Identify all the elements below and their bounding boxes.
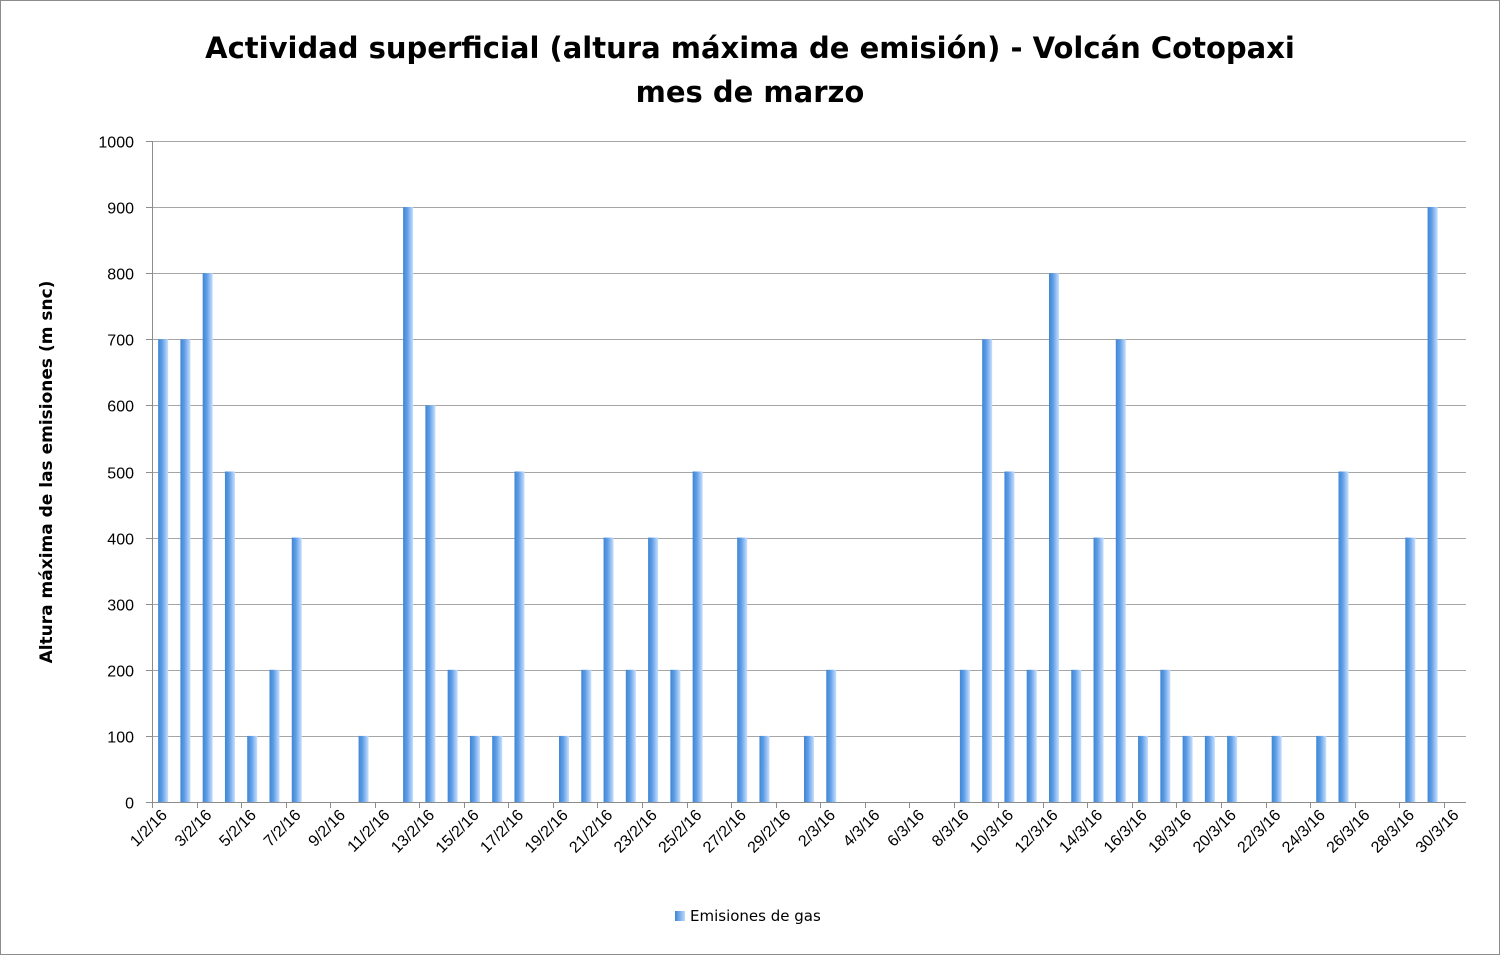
x-tick-label: 29/2/16 bbox=[745, 807, 795, 857]
x-tick-label: 21/2/16 bbox=[566, 807, 616, 857]
x-tick-label: 17/2/16 bbox=[477, 807, 527, 857]
y-tick-label: 700 bbox=[107, 333, 134, 350]
bar bbox=[803, 735, 815, 802]
bar bbox=[737, 537, 748, 802]
bars bbox=[158, 207, 1438, 803]
x-tick-label: 25/2/16 bbox=[656, 807, 706, 857]
bar bbox=[759, 735, 770, 802]
bar bbox=[1427, 207, 1438, 803]
bar bbox=[202, 273, 213, 802]
x-tick-label: 3/2/16 bbox=[172, 807, 216, 851]
y-tick-label: 1000 bbox=[98, 135, 134, 152]
bar bbox=[1405, 537, 1416, 802]
x-tick-label: 11/2/16 bbox=[345, 807, 394, 856]
x-tick-label: 22/3/16 bbox=[1235, 807, 1285, 857]
bar bbox=[269, 669, 280, 802]
x-tick-label: 18/3/16 bbox=[1146, 807, 1196, 857]
axes bbox=[146, 141, 1466, 808]
x-tick-label: 4/3/16 bbox=[840, 807, 884, 851]
bar bbox=[224, 471, 235, 802]
bar bbox=[358, 735, 369, 802]
chart-title-line2: mes de marzo bbox=[635, 75, 865, 109]
y-tick-label: 100 bbox=[107, 730, 134, 747]
y-tick-label: 800 bbox=[107, 267, 134, 284]
x-tick-label: 5/2/16 bbox=[216, 807, 260, 851]
bar bbox=[1004, 471, 1015, 802]
bar bbox=[1160, 669, 1171, 802]
bar bbox=[1026, 669, 1037, 802]
y-tick-label: 600 bbox=[107, 399, 134, 416]
x-tick-label: 1/2/16 bbox=[127, 807, 171, 851]
x-tick-label: 14/3/16 bbox=[1056, 807, 1106, 857]
bar bbox=[158, 339, 169, 802]
x-tick-label: 12/3/16 bbox=[1012, 807, 1062, 857]
bar bbox=[447, 669, 458, 802]
x-tick-label: 28/3/16 bbox=[1368, 807, 1418, 857]
y-tick-label: 900 bbox=[107, 201, 134, 218]
bar bbox=[1271, 735, 1282, 802]
x-tick-label: 9/2/16 bbox=[306, 807, 350, 851]
bar bbox=[1115, 339, 1126, 802]
bar bbox=[1048, 273, 1059, 802]
bar bbox=[180, 339, 191, 802]
x-tick-label: 13/2/16 bbox=[388, 807, 438, 857]
bar bbox=[670, 669, 681, 802]
gridlines bbox=[152, 141, 1466, 737]
legend-swatch bbox=[675, 911, 685, 921]
bar bbox=[1138, 735, 1149, 802]
bar bbox=[1182, 735, 1193, 802]
bar bbox=[514, 471, 525, 802]
chart-title: Actividad superficial (altura máxima de … bbox=[0, 26, 1500, 114]
x-tick-label: 20/3/16 bbox=[1190, 807, 1240, 857]
bar bbox=[559, 735, 570, 802]
x-tick-labels: 1/2/16 3/2/16 5/2/16 7/2/16 9/2/1611/2/1613/… bbox=[127, 807, 1462, 857]
chart-title-line1: Actividad superficial (altura máxima de … bbox=[205, 31, 1295, 65]
legend-label: Emisiones de gas bbox=[690, 907, 821, 925]
bar bbox=[1338, 471, 1349, 802]
x-tick-label: 24/3/16 bbox=[1279, 807, 1329, 857]
x-tick-label: 8/3/16 bbox=[929, 807, 973, 851]
bar bbox=[1093, 537, 1104, 802]
bar bbox=[692, 471, 703, 802]
bar bbox=[425, 405, 436, 802]
x-tick-label: 26/3/16 bbox=[1324, 807, 1374, 857]
bar bbox=[581, 669, 592, 802]
bar bbox=[1204, 735, 1215, 802]
bar bbox=[247, 735, 258, 802]
bar bbox=[625, 669, 636, 802]
x-tick-label: 10/3/16 bbox=[967, 807, 1017, 857]
y-tick-label: 0 bbox=[125, 796, 134, 813]
y-tick-labels: 0 100 200 300 400 500 600 700 800 900 1000 bbox=[98, 135, 134, 813]
y-tick-label: 200 bbox=[107, 664, 134, 681]
y-tick-label: 400 bbox=[107, 532, 134, 549]
y-tick-label: 300 bbox=[107, 598, 134, 615]
x-tick-label: 16/3/16 bbox=[1101, 807, 1151, 857]
bar bbox=[826, 669, 837, 802]
bar bbox=[1227, 735, 1238, 802]
bar bbox=[469, 735, 480, 802]
x-tick-label: 30/3/16 bbox=[1413, 807, 1463, 857]
x-tick-label: 15/2/16 bbox=[433, 807, 483, 857]
legend: Emisiones de gas bbox=[675, 907, 821, 925]
bar bbox=[403, 207, 414, 803]
x-tick-label: 6/3/16 bbox=[885, 807, 929, 851]
y-tick-label: 500 bbox=[107, 466, 134, 483]
bar bbox=[982, 339, 993, 802]
bar bbox=[603, 537, 614, 802]
bar bbox=[291, 537, 302, 802]
bar bbox=[648, 537, 659, 802]
bar bbox=[492, 735, 503, 802]
x-tick-label: 7/2/16 bbox=[261, 807, 305, 851]
x-tick-label: 19/2/16 bbox=[522, 807, 572, 857]
x-tick-label: 23/2/16 bbox=[611, 807, 661, 857]
bar bbox=[1316, 735, 1327, 802]
bar bbox=[1071, 669, 1082, 802]
x-tick-label: 2/3/16 bbox=[795, 807, 839, 851]
bar bbox=[959, 669, 970, 802]
x-tick-label: 27/2/16 bbox=[700, 807, 750, 857]
